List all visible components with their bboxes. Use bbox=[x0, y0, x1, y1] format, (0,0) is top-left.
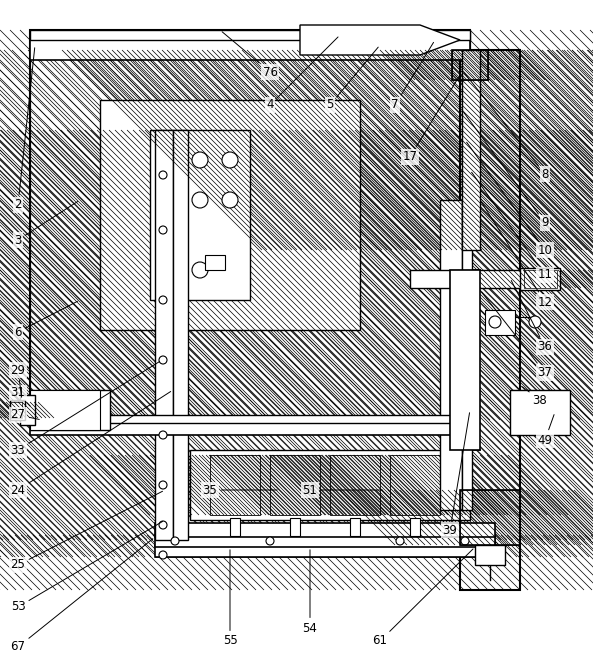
Bar bbox=[190, 450, 470, 520]
Bar bbox=[460, 490, 520, 545]
Circle shape bbox=[489, 316, 501, 328]
Polygon shape bbox=[30, 390, 100, 430]
Text: 6: 6 bbox=[14, 301, 78, 338]
Text: 2: 2 bbox=[14, 48, 35, 211]
Text: 51: 51 bbox=[302, 484, 382, 497]
Circle shape bbox=[159, 226, 167, 234]
Circle shape bbox=[192, 152, 208, 168]
Bar bbox=[475, 545, 505, 565]
Circle shape bbox=[222, 152, 238, 168]
Text: 55: 55 bbox=[222, 550, 237, 648]
Bar bbox=[524, 270, 557, 288]
Text: 11: 11 bbox=[471, 172, 553, 282]
Bar bbox=[270, 455, 320, 515]
Bar bbox=[485, 310, 515, 335]
Text: 12: 12 bbox=[482, 203, 553, 309]
Bar bbox=[350, 518, 360, 536]
Bar bbox=[462, 50, 480, 250]
Circle shape bbox=[159, 521, 167, 529]
Bar bbox=[10, 402, 22, 418]
Circle shape bbox=[192, 192, 208, 208]
Text: 29: 29 bbox=[11, 364, 25, 397]
Bar bbox=[452, 50, 488, 80]
Bar bbox=[155, 535, 495, 547]
Bar bbox=[520, 268, 560, 290]
Bar bbox=[20, 395, 35, 425]
Bar bbox=[510, 390, 570, 435]
Bar bbox=[155, 535, 495, 557]
Circle shape bbox=[396, 537, 404, 545]
Bar bbox=[30, 420, 475, 435]
Text: 39: 39 bbox=[442, 413, 470, 537]
Bar bbox=[210, 455, 260, 515]
Bar bbox=[462, 50, 480, 250]
Text: 54: 54 bbox=[302, 550, 317, 635]
Text: 10: 10 bbox=[467, 142, 553, 256]
Text: 24: 24 bbox=[11, 391, 171, 497]
Circle shape bbox=[266, 537, 274, 545]
Bar bbox=[30, 30, 470, 420]
Text: 4: 4 bbox=[266, 37, 338, 111]
Bar bbox=[100, 100, 360, 330]
Bar bbox=[30, 30, 470, 420]
Bar bbox=[30, 390, 110, 430]
Text: 9: 9 bbox=[464, 112, 549, 229]
Text: 3: 3 bbox=[14, 201, 78, 246]
Bar bbox=[462, 200, 472, 510]
Text: 5: 5 bbox=[326, 47, 378, 111]
Text: 37: 37 bbox=[482, 292, 553, 380]
Bar bbox=[330, 455, 380, 515]
Text: 27: 27 bbox=[11, 409, 39, 421]
Text: 36: 36 bbox=[511, 280, 553, 354]
Bar bbox=[30, 30, 470, 40]
Bar bbox=[450, 270, 480, 450]
Text: 35: 35 bbox=[203, 484, 277, 497]
Bar bbox=[173, 130, 188, 540]
Bar bbox=[30, 415, 475, 423]
Bar bbox=[390, 455, 440, 515]
Circle shape bbox=[159, 431, 167, 439]
Text: 31: 31 bbox=[11, 386, 30, 406]
Circle shape bbox=[222, 192, 238, 208]
Bar bbox=[460, 50, 520, 590]
Text: 67: 67 bbox=[11, 539, 153, 654]
Text: 33: 33 bbox=[11, 362, 160, 456]
Circle shape bbox=[159, 356, 167, 364]
Text: 76: 76 bbox=[222, 32, 278, 79]
Circle shape bbox=[529, 316, 541, 328]
Bar bbox=[290, 518, 300, 536]
Bar bbox=[440, 200, 462, 510]
Circle shape bbox=[159, 551, 167, 559]
Circle shape bbox=[192, 262, 208, 278]
Bar bbox=[410, 270, 530, 288]
Bar bbox=[150, 130, 250, 300]
Bar bbox=[205, 255, 225, 270]
Polygon shape bbox=[300, 25, 460, 55]
Bar bbox=[30, 30, 470, 60]
Text: 61: 61 bbox=[372, 549, 473, 648]
Bar bbox=[230, 518, 240, 536]
Bar bbox=[452, 50, 488, 80]
Bar bbox=[10, 400, 25, 420]
Circle shape bbox=[159, 171, 167, 179]
Text: 8: 8 bbox=[464, 72, 549, 180]
Text: 7: 7 bbox=[391, 42, 433, 111]
Text: 17: 17 bbox=[403, 77, 458, 164]
Circle shape bbox=[159, 481, 167, 489]
Bar bbox=[155, 523, 495, 537]
Circle shape bbox=[171, 537, 179, 545]
Circle shape bbox=[461, 537, 469, 545]
Bar bbox=[155, 545, 495, 557]
Bar bbox=[410, 518, 420, 536]
Text: 38: 38 bbox=[522, 386, 547, 407]
Bar bbox=[460, 50, 520, 590]
Text: 25: 25 bbox=[11, 491, 162, 572]
Text: 49: 49 bbox=[537, 415, 554, 446]
Circle shape bbox=[159, 296, 167, 304]
Text: 53: 53 bbox=[11, 521, 162, 613]
Bar bbox=[460, 490, 520, 545]
Bar bbox=[155, 130, 173, 540]
Bar bbox=[173, 130, 188, 540]
